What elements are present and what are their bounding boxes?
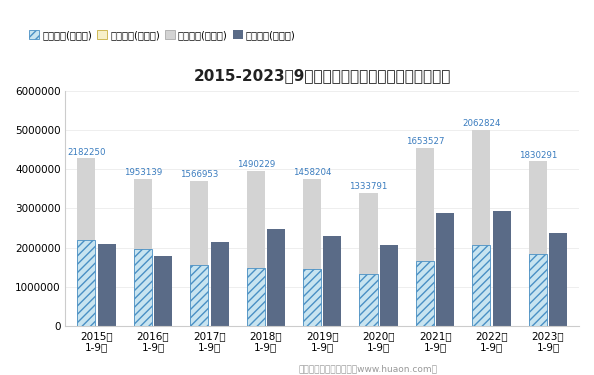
Bar [303,179,321,326]
Bar [210,242,229,326]
Bar [154,256,172,326]
Text: 1490229: 1490229 [236,160,275,169]
Bar [529,254,547,326]
Bar [436,213,454,326]
Bar [529,161,547,326]
Bar [416,261,434,326]
Bar [77,158,96,326]
Bar [472,130,491,326]
Text: 2062824: 2062824 [462,120,501,129]
Bar [97,244,116,326]
Bar [549,233,567,326]
Text: 1953139: 1953139 [124,168,162,177]
Bar [380,245,398,326]
Text: 2182250: 2182250 [67,148,106,157]
Bar [190,265,208,326]
Text: 1333791: 1333791 [349,182,388,191]
Bar [77,240,96,326]
Bar [190,181,208,326]
Bar [416,148,434,326]
Bar [323,236,342,326]
Bar [267,229,285,326]
Bar [359,274,378,326]
Legend: 贸易顺差(万美元), 贸易逆差(万美元), 出口总额(万美元), 进口总额(万美元): 贸易顺差(万美元), 贸易逆差(万美元), 出口总额(万美元), 进口总额(万美… [30,30,295,40]
Bar [247,171,265,326]
Bar [359,193,378,326]
Bar [303,269,321,326]
Text: 制图：华经产业研究院（www.huaon.com）: 制图：华经产业研究院（www.huaon.com） [299,364,438,373]
Text: 1830291: 1830291 [519,151,557,160]
Bar [247,268,265,326]
Bar [134,179,152,326]
Bar [472,245,491,326]
Text: 1458204: 1458204 [293,168,331,177]
Bar [134,249,152,326]
Bar [492,211,511,326]
Text: 1653527: 1653527 [406,137,444,146]
Title: 2015-2023年9月浙江省外商投资企业进出口差额图: 2015-2023年9月浙江省外商投资企业进出口差额图 [194,68,451,83]
Text: 1566953: 1566953 [180,171,219,180]
